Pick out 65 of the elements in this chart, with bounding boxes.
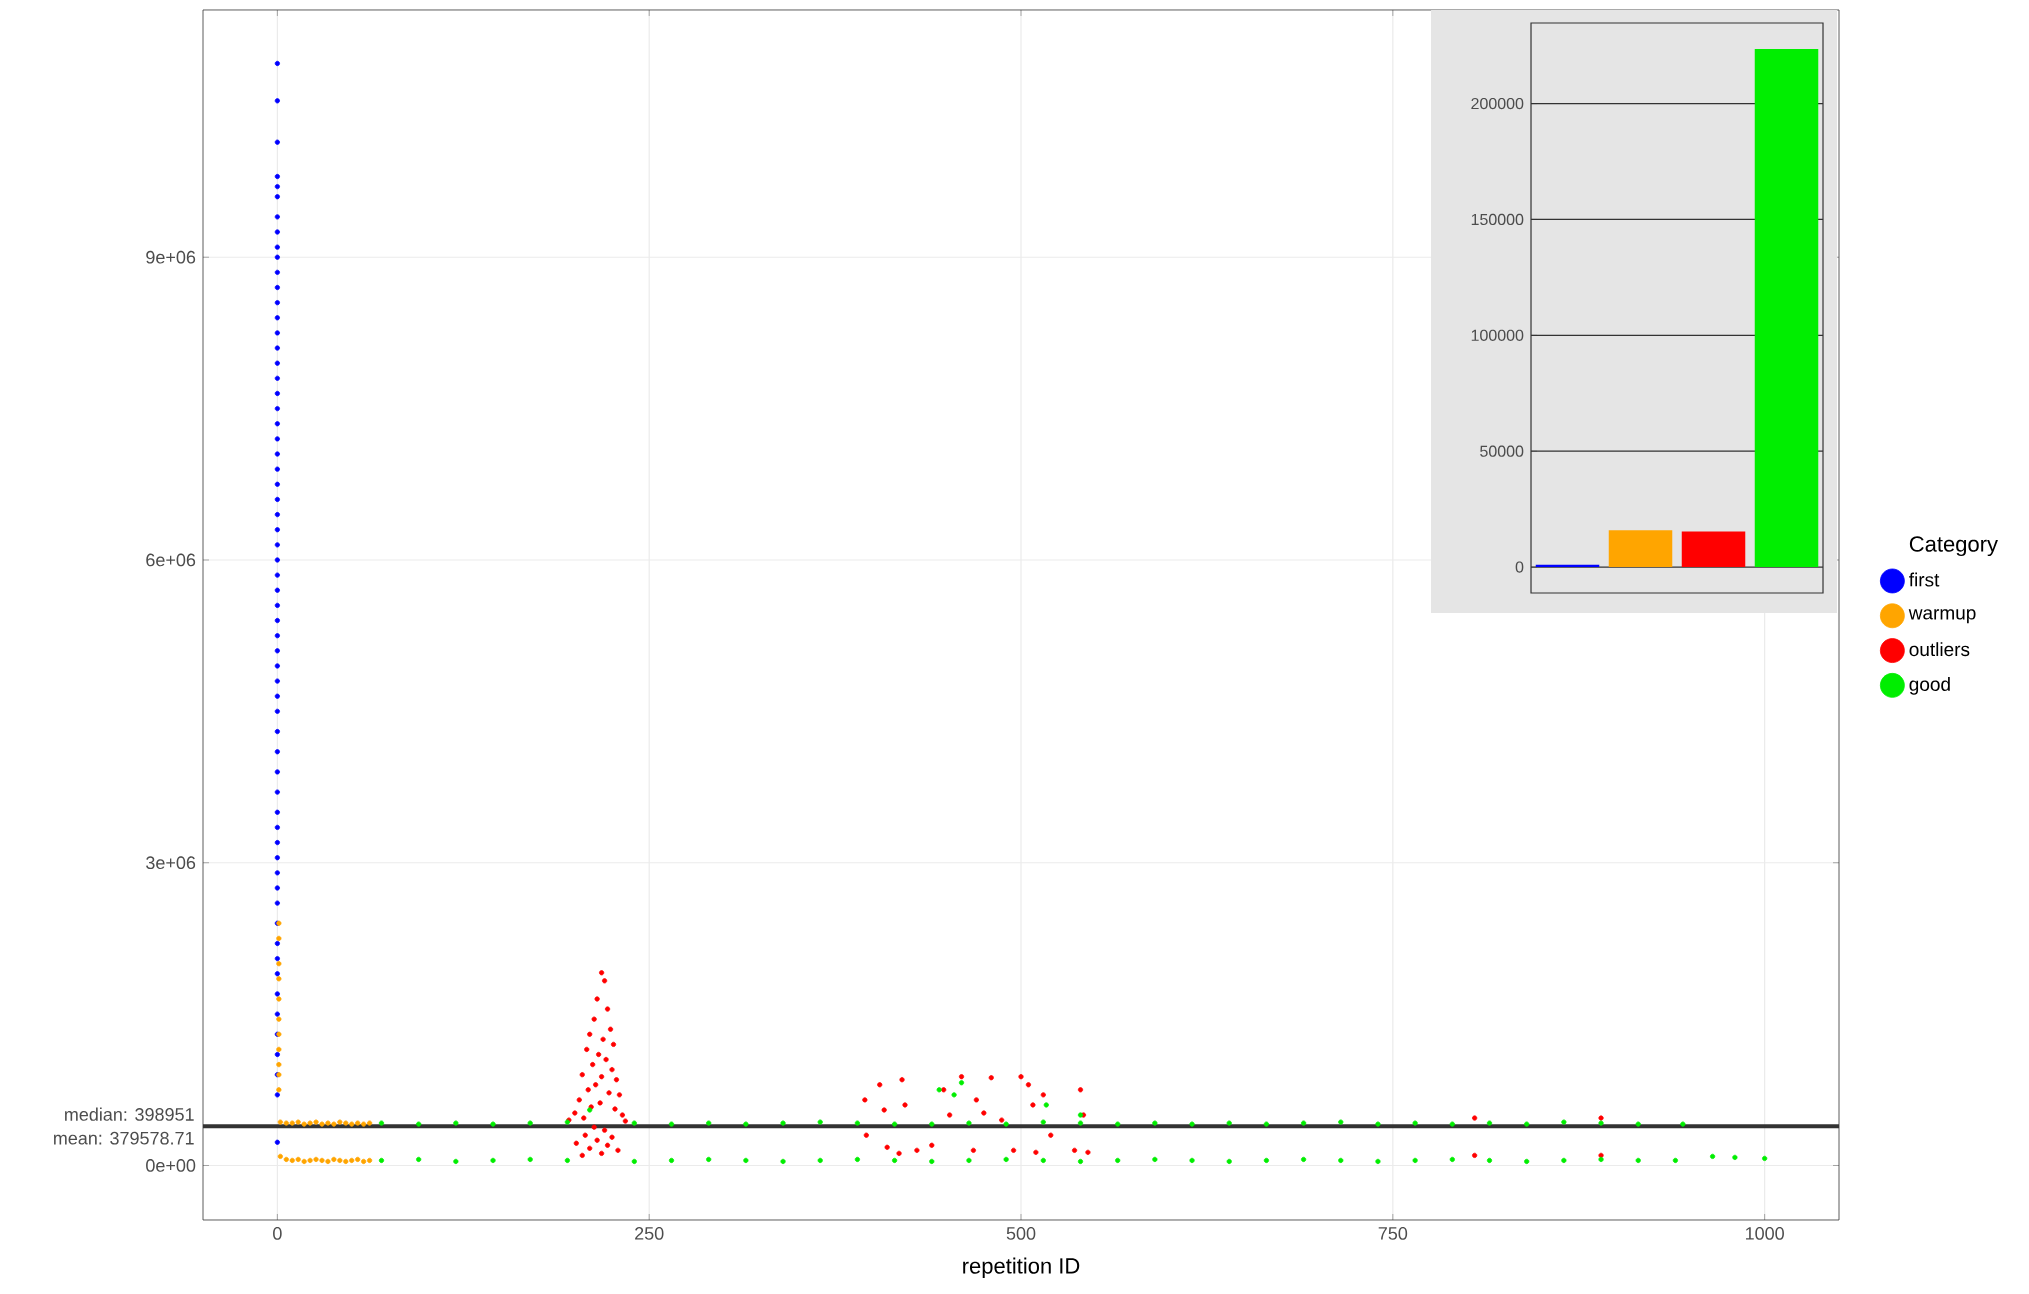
y-tick-label: 0 xyxy=(1515,561,1524,573)
y-tick-label: 50000 xyxy=(1480,445,1524,457)
y-tick-label: 200000 xyxy=(1471,97,1524,110)
point xyxy=(355,1156,361,1163)
point xyxy=(289,1120,295,1126)
y-tick-label: 9e+06 xyxy=(146,250,196,264)
point xyxy=(295,1156,301,1163)
x-tick-label: 500 xyxy=(1006,1227,1036,1240)
legend-label: warmup xyxy=(1908,609,1976,624)
point xyxy=(349,1121,355,1127)
point xyxy=(276,961,282,967)
point xyxy=(325,1158,331,1165)
x-axis-title: repetition ID xyxy=(963,1257,1080,1279)
point xyxy=(343,1120,349,1126)
point xyxy=(277,1119,283,1125)
point xyxy=(361,1158,367,1165)
point xyxy=(307,1120,313,1126)
point xyxy=(337,1119,343,1125)
point xyxy=(343,1158,349,1165)
point xyxy=(331,1121,337,1127)
legend-label: first xyxy=(1909,572,1940,587)
point xyxy=(276,1061,282,1068)
x-tick-label: 750 xyxy=(1378,1227,1408,1240)
point xyxy=(276,996,282,1002)
y-tick-label: 6e+06 xyxy=(146,553,196,567)
point xyxy=(361,1121,367,1127)
bar xyxy=(1681,531,1746,568)
point xyxy=(283,1120,289,1126)
point xyxy=(355,1120,361,1126)
legend-label: good xyxy=(1909,676,1950,695)
point xyxy=(276,976,282,982)
point xyxy=(289,1157,295,1164)
legend-title: Category xyxy=(1909,536,1998,557)
point xyxy=(276,1087,282,1093)
y-tick-label: 150000 xyxy=(1471,213,1524,226)
point xyxy=(313,1156,319,1163)
point xyxy=(319,1121,325,1127)
point xyxy=(295,1119,301,1125)
ref-line-label: median: 398951 xyxy=(65,1107,194,1121)
point xyxy=(277,1153,283,1160)
x-tick-label: 0 xyxy=(273,1227,282,1240)
y-tick-label: 100000 xyxy=(1471,329,1524,341)
point xyxy=(331,1156,337,1163)
point xyxy=(366,1120,373,1126)
point xyxy=(366,1157,373,1164)
point xyxy=(325,1120,331,1126)
point xyxy=(276,935,282,942)
point xyxy=(276,1046,282,1053)
point xyxy=(349,1157,355,1164)
bar xyxy=(1754,48,1819,568)
ref-line-label: mean: 379578.71 xyxy=(54,1131,194,1145)
y-tick-label: 0e+00 xyxy=(146,1159,196,1172)
point xyxy=(276,1016,282,1022)
x-tick-label: 1000 xyxy=(1746,1227,1784,1240)
y-tick-label: 3e+06 xyxy=(146,856,196,870)
point xyxy=(283,1156,289,1163)
point xyxy=(337,1157,343,1164)
bar xyxy=(1608,530,1673,568)
x-tick-label: 250 xyxy=(635,1227,664,1240)
point xyxy=(319,1157,325,1164)
legend-label: outliers xyxy=(1909,642,1970,657)
point xyxy=(301,1158,307,1165)
point xyxy=(307,1157,313,1164)
point xyxy=(313,1119,319,1125)
point xyxy=(301,1121,307,1127)
